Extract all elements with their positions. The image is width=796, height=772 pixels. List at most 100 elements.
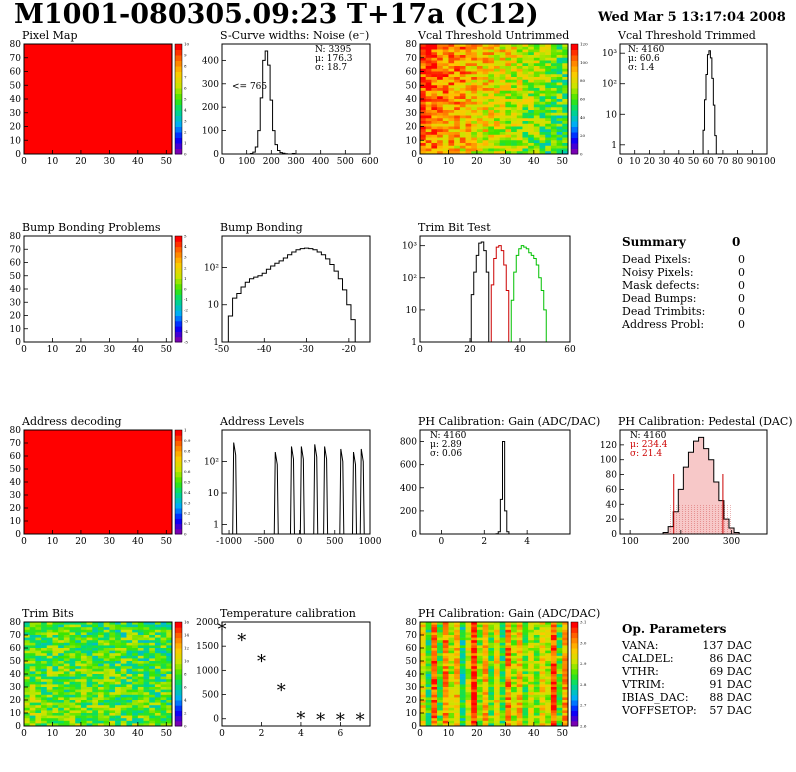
heatmap-cell <box>522 676 529 680</box>
stats-entry: σ: 0.06 <box>430 449 462 459</box>
heatmap-cell <box>522 118 529 122</box>
heatmap-cell <box>69 653 76 657</box>
heatmap-cell <box>522 44 529 48</box>
heatmap-cell <box>522 115 529 119</box>
heatmap-cell <box>516 676 523 680</box>
heatmap-cell <box>482 118 489 122</box>
palette-swatch <box>175 71 182 78</box>
x-tick-label: 40 <box>132 537 144 547</box>
heatmap-cell <box>511 151 518 155</box>
heatmap-cell <box>92 632 99 636</box>
heatmap-cell <box>533 66 540 70</box>
heatmap-cell <box>132 700 139 703</box>
heatmap-cell <box>550 624 557 628</box>
heatmap-cell <box>459 137 466 141</box>
heatmap-cell <box>103 624 110 628</box>
heatmap-cell <box>494 57 500 61</box>
heatmap-cell <box>420 57 426 61</box>
heatmap-cell <box>143 713 150 716</box>
palette-label: 5 <box>184 97 187 102</box>
heatmap-cell <box>420 694 426 698</box>
heatmap-cell <box>528 151 535 155</box>
heatmap-cell <box>556 99 563 103</box>
heatmap-cell <box>488 718 495 722</box>
y-tick-label: 50 <box>10 465 22 475</box>
heatmap-cell <box>476 622 483 625</box>
heatmap-cell <box>476 666 483 670</box>
heatmap-cell <box>545 115 552 119</box>
heatmap-cell <box>115 648 122 651</box>
heatmap-cell <box>454 148 461 152</box>
heatmap-cell <box>550 134 557 138</box>
y-tick-label: 10 <box>10 325 22 335</box>
heatmap-cell <box>437 126 444 130</box>
heatmap-cell <box>465 82 472 86</box>
heatmap-cell <box>75 624 82 628</box>
heatmap-cell <box>154 671 161 675</box>
heatmap-cell <box>482 112 489 116</box>
heatmap-cell <box>533 632 540 636</box>
heatmap-cell <box>454 112 461 116</box>
heatmap-cell <box>46 689 53 693</box>
heatmap-cell <box>98 637 104 641</box>
heatmap-cell <box>35 640 42 644</box>
heatmap-cell <box>476 692 483 696</box>
heatmap-cell <box>63 723 70 727</box>
heatmap-cell <box>448 71 455 75</box>
heatmap-cell <box>556 88 563 92</box>
heatmap-cell <box>562 666 569 670</box>
heatmap-cell <box>98 694 104 698</box>
heatmap-cell <box>109 629 116 633</box>
x-tick-label: 0 <box>219 157 225 167</box>
heatmap-cell <box>143 637 150 641</box>
y-tick-label: 10 <box>208 489 220 499</box>
heatmap-cell <box>459 668 466 672</box>
heatmap-cell <box>459 655 466 659</box>
heatmap-cell <box>459 674 466 677</box>
heatmap-cell <box>522 697 529 701</box>
heatmap-cell <box>482 145 489 149</box>
heatmap-cell <box>550 132 557 136</box>
palette-swatch <box>571 110 578 116</box>
heatmap-cell <box>482 74 489 78</box>
palette-swatch <box>175 251 182 258</box>
heatmap-cell <box>465 44 472 48</box>
palette-swatch <box>175 450 182 457</box>
heatmap-cell <box>533 93 540 97</box>
heatmap-cell <box>545 700 552 703</box>
heatmap-cell <box>488 700 495 703</box>
heatmap-cell <box>476 74 483 78</box>
heatmap-cell <box>459 148 466 152</box>
heatmap-cell <box>545 720 552 724</box>
chart-title: PH Calibration: Gain (ADC/DAC) <box>418 607 601 620</box>
y-tick-label: 200 <box>202 103 219 113</box>
heatmap-cell <box>149 702 156 706</box>
heatmap-cell <box>166 679 173 683</box>
heatmap-cell <box>166 648 173 651</box>
heatmap-cell <box>494 137 500 141</box>
heatmap-cell <box>465 115 472 119</box>
heatmap-cell <box>425 44 432 48</box>
heatmap-cell <box>465 705 472 709</box>
heatmap-cell <box>476 88 483 92</box>
heatmap-cell <box>454 650 461 654</box>
heatmap-cell <box>494 74 500 78</box>
heatmap-cell <box>488 52 495 56</box>
heatmap-cell <box>58 645 65 649</box>
heatmap-cell <box>132 627 139 631</box>
heatmap-cell <box>494 642 500 646</box>
heatmap-cell <box>522 622 529 625</box>
heatmap-cell <box>562 63 569 67</box>
heatmap-cell <box>29 697 36 701</box>
palette-swatch <box>175 513 182 519</box>
y-tick-label: 100 <box>600 456 617 466</box>
x-tick-label: 4 <box>524 537 530 547</box>
heatmap-cell <box>539 140 546 144</box>
heatmap-cell <box>420 715 426 719</box>
heatmap-cell <box>528 129 535 133</box>
heatmap-cell <box>160 658 167 662</box>
y-tick-label: 1000 <box>196 666 219 676</box>
heatmap-cell <box>160 700 167 703</box>
heatmap-cell <box>471 104 478 108</box>
heatmap-cell <box>448 715 455 719</box>
